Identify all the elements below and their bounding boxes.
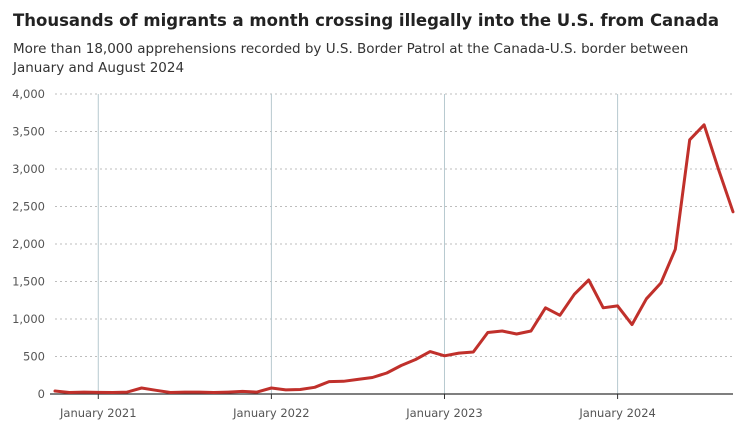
y-tick-label: 1,500: [12, 275, 45, 289]
y-tick-label: 4,000: [12, 87, 45, 101]
chart-subtitle: More than 18,000 apprehensions recorded …: [13, 41, 689, 76]
y-tick-label: 2,500: [12, 200, 45, 214]
x-tick-label: January 2022: [232, 406, 310, 420]
x-tick-label: January 2023: [405, 406, 483, 420]
y-tick-label: 500: [23, 350, 45, 364]
y-tick-label: 0: [38, 387, 45, 401]
y-tick-label: 3,500: [12, 125, 45, 139]
y-tick-label: 3,000: [12, 162, 45, 176]
series-layer: [53, 123, 735, 394]
tick-labels: 0 500 1,000 1,500 2,000 2,500 3,000 3,500 4,000 J…: [12, 87, 656, 420]
series-line: [53, 123, 735, 394]
axes: [50, 393, 733, 399]
x-tick-label: January 2024: [578, 406, 656, 420]
grid-lines: [55, 93, 733, 394]
y-tick-label: 1,000: [12, 312, 45, 326]
y-tick-label: 2,000: [12, 237, 45, 251]
chart-title: Thousands of migrants a month crossing i…: [13, 11, 720, 30]
x-tick-label: January 2021: [59, 406, 137, 420]
